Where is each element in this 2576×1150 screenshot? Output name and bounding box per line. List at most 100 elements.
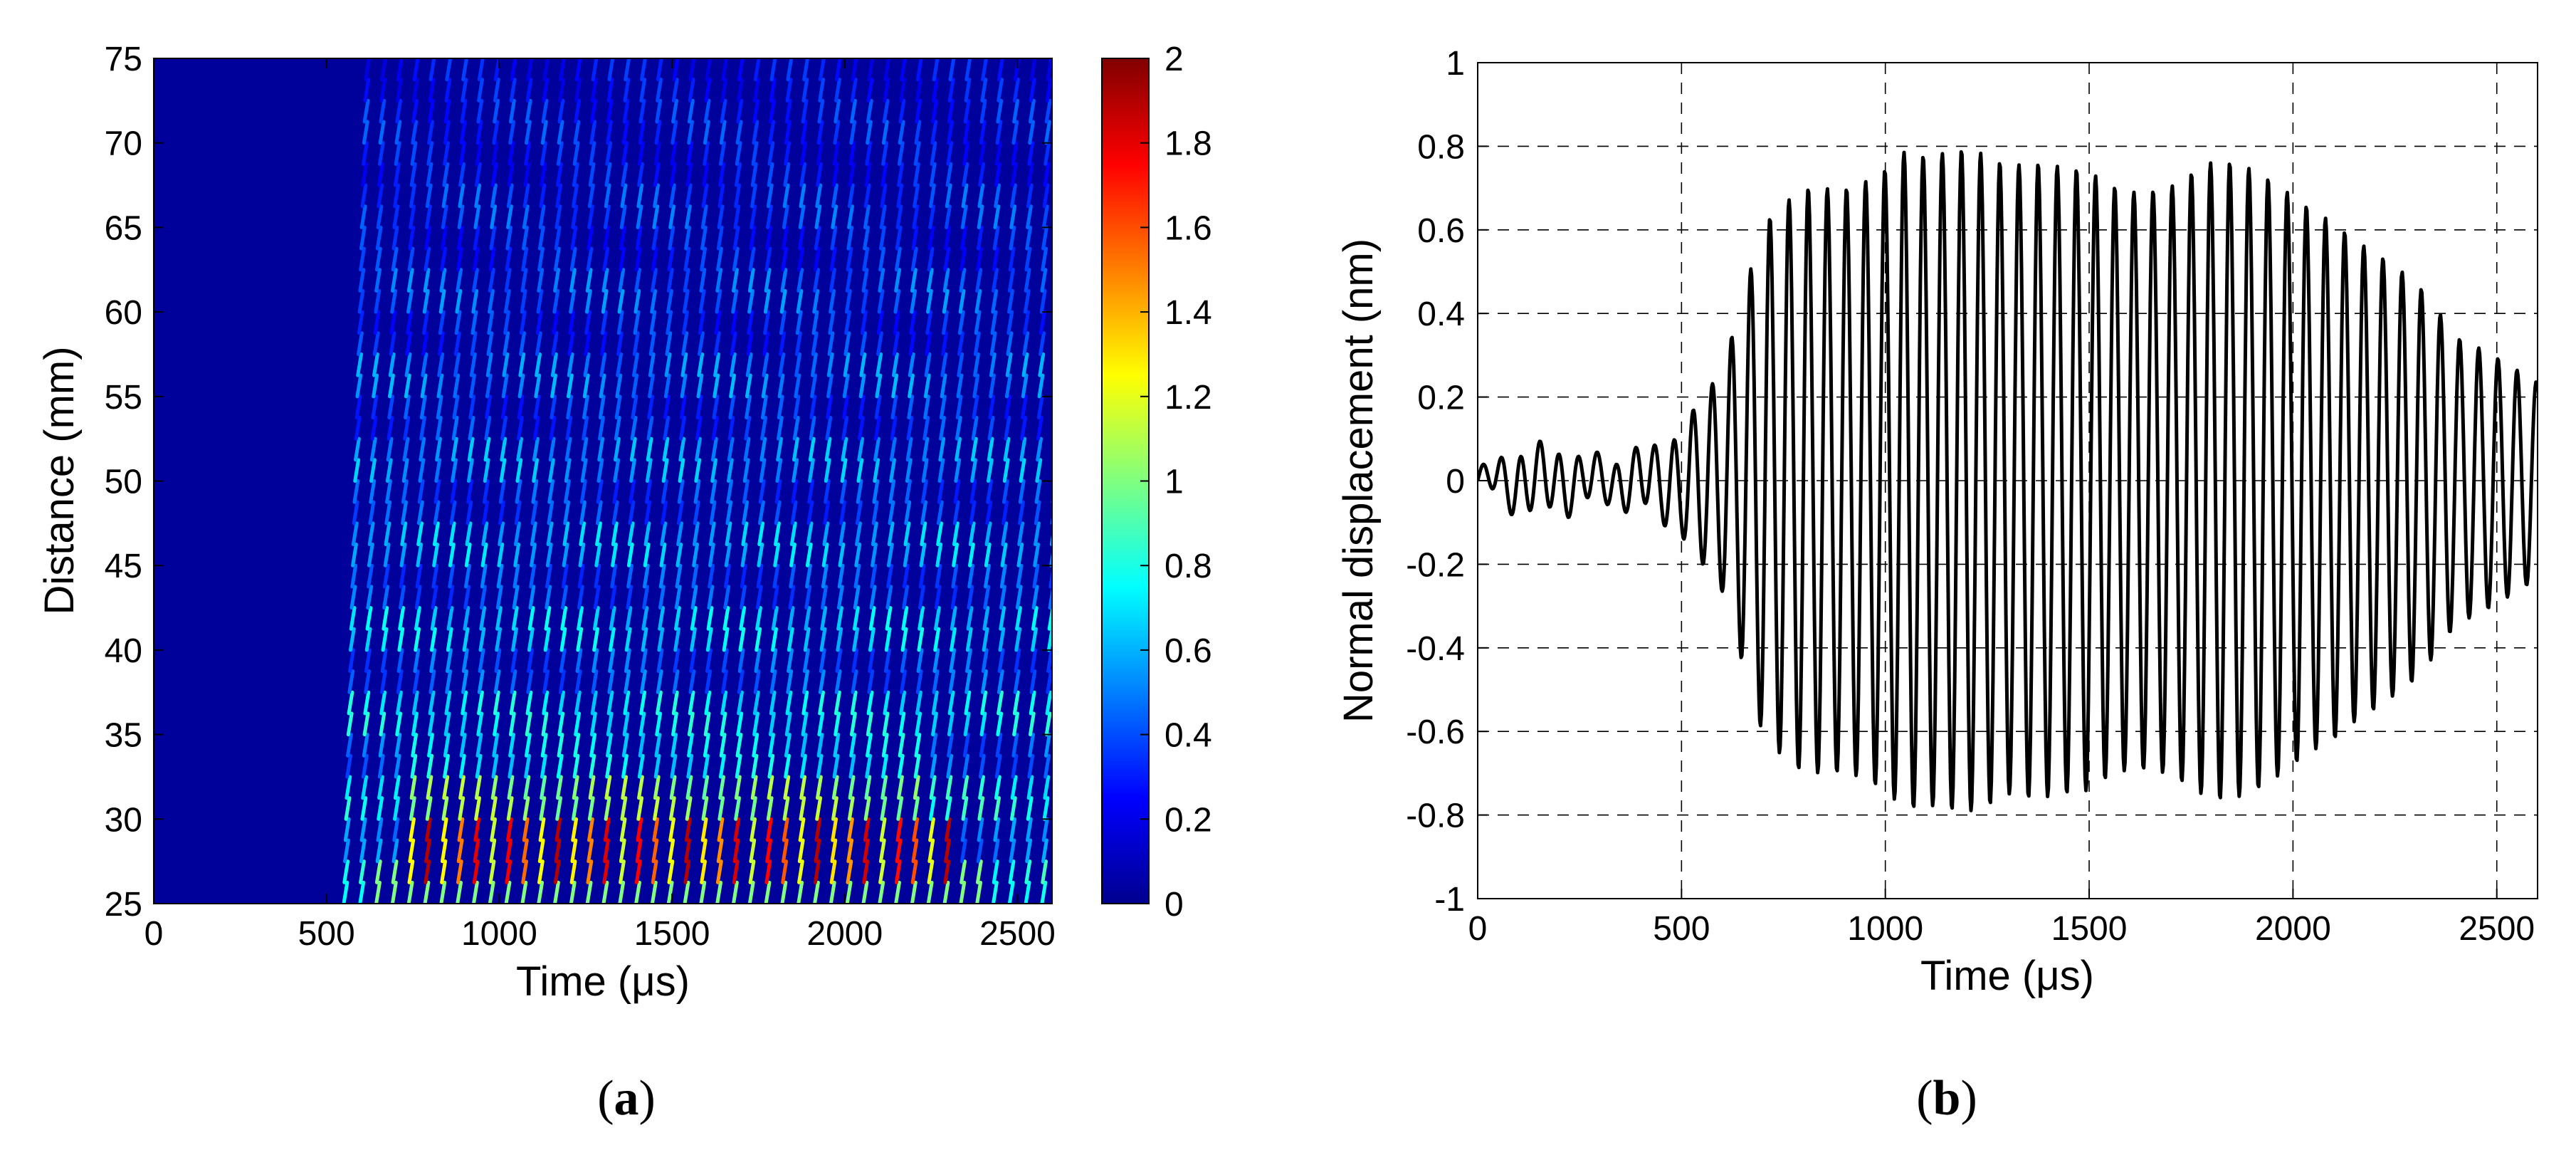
heatmap-wave-crest (624, 58, 631, 82)
heatmap-wave-crest (564, 479, 571, 504)
heatmap-wave-crest (1021, 373, 1029, 399)
line-chart-x-tick-label: 500 (1653, 910, 1710, 948)
heatmap-wave-crest (735, 120, 743, 145)
heatmap-wave-crest (774, 500, 782, 526)
heatmap-wave-crest (736, 98, 744, 124)
heatmap-wave-crest (521, 838, 529, 864)
heatmap-wave-crest (782, 204, 789, 229)
heatmap-wave-crest (642, 585, 649, 610)
heatmap-wave-crest (908, 373, 915, 399)
heatmap-wave-crest (721, 648, 729, 674)
heatmap-wave-crest (428, 690, 436, 716)
heatmap-wave-crest (976, 838, 984, 864)
heatmap-wave-crest (992, 838, 1000, 864)
heatmap-wave-crest (379, 78, 387, 103)
heatmap-wave-crest (386, 437, 394, 462)
heatmap-wave-crest (573, 733, 581, 758)
heatmap-wave-crest (513, 543, 521, 568)
heatmap-wave-crest (457, 204, 465, 229)
heatmap-wave-crest (547, 500, 554, 526)
heatmap-wave-crest (860, 310, 868, 335)
heatmap-wave-crest (883, 58, 891, 82)
heatmap-wave-crest (558, 690, 565, 716)
heatmap-wave-crest (349, 606, 357, 631)
heatmap-wave-crest (1015, 606, 1022, 631)
heatmap-wave-crest (376, 204, 384, 229)
heatmap-wave-crest (656, 669, 663, 694)
heatmap-wave-crest (635, 225, 643, 251)
heatmap-wave-crest (932, 648, 940, 674)
heatmap-wave-crest (450, 479, 458, 504)
heatmap-wave-crest (963, 98, 971, 124)
heatmap-wave-crest (1046, 58, 1052, 82)
heatmap-wave-crest (799, 183, 806, 209)
heatmap-wave-crest (444, 78, 452, 103)
heatmap-wave-crest (412, 58, 420, 82)
heatmap-wave-crest (358, 268, 366, 293)
heatmap-wave-crest (607, 58, 615, 82)
heatmap-wave-crest (520, 268, 528, 293)
heatmap-wave-crest (1009, 225, 1016, 251)
heatmap-wave-crest (926, 880, 934, 904)
heatmap-wave-crest (356, 352, 364, 377)
heatmap-wave-crest (686, 141, 694, 166)
heatmap-wave-crest (838, 521, 846, 547)
heatmap-wave-crest (792, 415, 800, 441)
heatmap-wave-crest (1007, 880, 1015, 904)
heatmap-wave-crest (458, 796, 466, 821)
heatmap-wave-crest (377, 162, 384, 187)
heatmap-wave-crest (579, 500, 587, 526)
heatmap-wave-crest (921, 458, 929, 483)
heatmap-wave-crest (686, 753, 694, 779)
heatmap-wave-crest (472, 246, 480, 272)
heatmap-wave-crest (792, 458, 799, 483)
heatmap-wave-crest (379, 711, 387, 737)
heatmap-wave-crest (684, 204, 692, 229)
heatmap-wave-crest (763, 310, 770, 335)
heatmap-wave-crest (374, 268, 382, 293)
heatmap-wave-crest (633, 310, 641, 335)
heatmap-wave-crest (956, 373, 964, 399)
heatmap-wave-crest (590, 78, 598, 103)
heatmap-wave-crest (411, 733, 419, 758)
heatmap-wave-crest (1041, 859, 1048, 884)
heatmap-wave-crest (477, 78, 484, 103)
colorbar-tick-label: 0 (1165, 886, 1184, 924)
heatmap-wave-crest (466, 458, 474, 483)
heatmap-wave-crest (1020, 415, 1028, 441)
heatmap-wave-crest (714, 310, 722, 335)
heatmap-wave-crest (449, 500, 457, 526)
heatmap-wave-crest (485, 394, 492, 419)
heatmap-wave-crest (749, 838, 757, 864)
heatmap-wave-crest (500, 415, 508, 441)
heatmap-wave-crest (640, 58, 647, 82)
heatmap-wave-crest (592, 627, 599, 652)
heatmap-wave-crest (579, 479, 587, 504)
heatmap-wave-crest (419, 394, 427, 419)
heatmap-wave-crest (829, 268, 836, 293)
heatmap-wave-crest (1041, 225, 1048, 251)
heatmap-wave-crest (636, 817, 643, 842)
heatmap-wave-crest (671, 690, 679, 716)
heatmap-wave-crest (693, 500, 700, 526)
heatmap-wave-crest (933, 606, 941, 631)
line-chart-y-tick-label: 0 (1446, 463, 1465, 501)
heatmap-wave-crest (894, 246, 902, 272)
heatmap-wave-crest (417, 479, 425, 504)
heatmap-wave-crest (488, 880, 495, 904)
heatmap-wave-crest (485, 373, 493, 399)
heatmap-wave-crest (939, 415, 946, 441)
heatmap-wave-crest (737, 58, 745, 82)
heatmap-wave-crest (928, 796, 936, 821)
heatmap-wave-crest (968, 521, 976, 547)
heatmap-wave-crest (863, 183, 871, 209)
heatmap-wave-crest (663, 373, 671, 399)
heatmap-wave-crest (964, 690, 972, 716)
heatmap-wave-crest (978, 162, 986, 187)
heatmap-wave-crest (708, 521, 716, 547)
heatmap-wave-crest (773, 543, 781, 568)
heatmap-wave-crest (625, 606, 633, 631)
heatmap-wave-crest (875, 373, 883, 399)
heatmap-wave-crest (669, 775, 677, 800)
heatmap-wave-crest (504, 880, 512, 904)
